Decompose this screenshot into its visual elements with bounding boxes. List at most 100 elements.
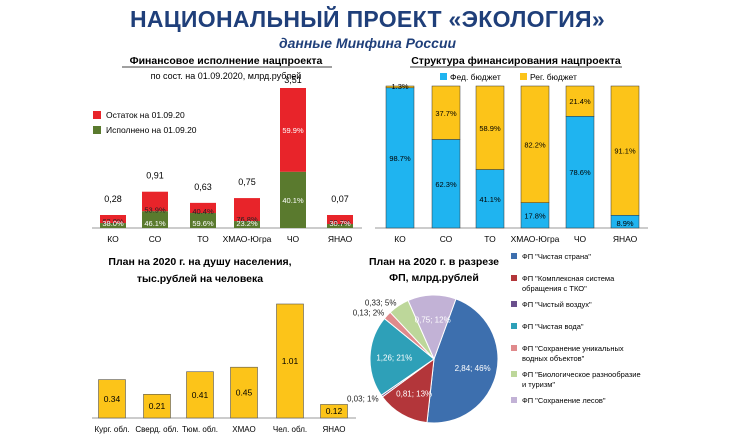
chart1-remainder-label: 53.9% xyxy=(144,205,166,214)
chart2-legend-swatch xyxy=(520,73,527,80)
chart1-bar-executed xyxy=(280,171,306,228)
chart4-slice xyxy=(369,317,435,396)
chart2-bar-regional xyxy=(565,85,595,117)
chart4-legend-label: ФП "Чистая вода" xyxy=(522,322,584,331)
chart2-federal-label: 17.8% xyxy=(524,211,546,220)
chart4-legend-swatch xyxy=(511,275,517,281)
chart1-executed-label: 46.1% xyxy=(144,219,166,228)
chart2-bar-regional xyxy=(431,85,461,140)
chart1-category-label: ТО xyxy=(197,234,209,244)
chart1-remainder-label: 59.9% xyxy=(282,126,304,135)
chart3-bar xyxy=(276,303,304,419)
chart1-subtitle: по сост. на 01.09.2020, млрд.рублей xyxy=(151,71,302,81)
chart1-category-label: ЧО xyxy=(287,234,300,244)
chart4-slice-label: 0,81; 13% xyxy=(396,389,432,398)
chart1-category-label: СО xyxy=(149,234,162,244)
chart2-title: Структура финансирования нацпроекта xyxy=(411,55,621,67)
chart4-legend-swatch xyxy=(511,301,517,307)
chart2-category-label: ЧО xyxy=(574,234,587,244)
chart2-regional-label: 82.2% xyxy=(524,140,546,149)
chart4-legend-label: водных объектов" xyxy=(522,354,585,363)
chart4-slice-label: 2,84; 46% xyxy=(455,364,491,373)
chart1-remainder-label: 62.0% xyxy=(102,217,124,226)
chart2-legend-label: Фед. бюджет xyxy=(450,72,501,82)
chart1-total-label: 0,75 xyxy=(238,177,256,187)
chart4-legend-label: ФП "Биологическое разнообразие xyxy=(522,370,641,379)
chart4-slice xyxy=(407,294,457,361)
chart1-bar-executed xyxy=(234,221,260,228)
chart4-slice-label: 0,03; 1% xyxy=(347,394,379,403)
chart3-title-line: тыс.рублей на человека xyxy=(137,273,263,285)
chart4-slice-label: 0,33; 5% xyxy=(365,298,397,307)
chart3-title-line: План на 2020 г. на душу населения, xyxy=(108,256,291,268)
chart1-executed-label: 40.1% xyxy=(282,196,304,205)
chart1-bar-remainder xyxy=(190,202,216,214)
chart2-bar-federal xyxy=(431,139,461,229)
chart2-bar-federal xyxy=(475,169,505,229)
chart1-remainder-label: 40.4% xyxy=(192,207,214,216)
chart1-bar-executed xyxy=(100,223,126,228)
chart1-executed-label: 30.7% xyxy=(329,219,351,228)
chart1-category-label: ХМАО-Югра xyxy=(223,234,272,244)
chart2-bar-regional xyxy=(610,85,640,216)
chart2-federal-label: 62.3% xyxy=(435,180,457,189)
chart1-remainder-label: 69.3% xyxy=(329,218,351,227)
chart2-legend-swatch xyxy=(440,73,447,80)
chart2-bar-regional xyxy=(520,85,550,203)
chart4-legend-swatch xyxy=(511,397,517,403)
chart1-bar-remainder xyxy=(234,198,260,222)
chart1-legend-swatch xyxy=(93,111,101,119)
chart2-federal-label: 98.7% xyxy=(389,154,411,163)
chart2-regional-label: 58.9% xyxy=(479,124,501,133)
chart3-category-label: ЯНАО xyxy=(323,425,346,434)
chart1-legend-label: Остаток на 01.09.20 xyxy=(106,110,185,120)
chart2-category-label: СО xyxy=(440,234,453,244)
chart2-category-label: ЯНАО xyxy=(613,234,638,244)
chart1-total-label: 0,07 xyxy=(331,194,349,204)
chart3-bar xyxy=(186,371,214,419)
chart3-value-label: 0.21 xyxy=(149,401,166,411)
chart4-slice-label: 0,13; 2% xyxy=(353,309,385,318)
chart4-slice-label: 0,75; 12% xyxy=(415,315,451,324)
chart3-category-label: ХМАО xyxy=(232,425,255,434)
chart1-executed-label: 59.6% xyxy=(192,219,214,228)
chart4-legend-label: и туризм" xyxy=(522,380,555,389)
chart1-legend-swatch xyxy=(93,126,101,134)
chart4-legend-label: ФП "Сохранение уникальных xyxy=(522,344,624,353)
chart4-legend-label: обращения с ТКО" xyxy=(522,284,587,293)
page-title: НАЦИОНАЛЬНЫЙ ПРОЕКТ «ЭКОЛОГИЯ» xyxy=(130,6,605,32)
chart3-category-label: Сверд. обл. xyxy=(135,425,178,434)
chart4-title-line: ФП, млрд.рублей xyxy=(389,272,479,284)
chart1-bar-executed xyxy=(190,213,216,228)
chart2-federal-label: 78.6% xyxy=(569,168,591,177)
chart1-title: Финансовое исполнение нацпроекта xyxy=(130,55,323,67)
chart1-total-label: 0,63 xyxy=(194,182,212,192)
chart4-legend-label: ФП "Чистый воздух" xyxy=(522,300,592,309)
chart4-legend-swatch xyxy=(511,323,517,329)
chart1-total-label: 0,28 xyxy=(104,194,122,204)
chart4-legend-label: ФП "Сохранение лесов" xyxy=(522,396,606,405)
chart3-bar xyxy=(230,366,258,419)
chart3-value-label: 0.34 xyxy=(104,394,121,404)
chart3-value-label: 0.45 xyxy=(236,388,253,398)
chart2-regional-label: 91.1% xyxy=(614,147,636,156)
chart4-legend-swatch xyxy=(511,253,517,259)
chart2-federal-label: 41.1% xyxy=(479,195,501,204)
chart1-total-label: 3,51 xyxy=(284,75,302,85)
chart2-regional-label: 21.4% xyxy=(569,97,591,106)
chart2-regional-label: 1.3% xyxy=(391,82,408,91)
chart4-title-line: План на 2020 г. в разрезе xyxy=(369,256,499,268)
chart1-category-label: КО xyxy=(107,234,119,244)
chart3-category-label: Кург. обл. xyxy=(95,425,130,434)
chart4-legend-label: ФП "Комплексная система xyxy=(522,274,615,283)
chart3-bar xyxy=(98,379,126,419)
chart2-bar-federal xyxy=(385,87,415,229)
chart3-category-label: Тюм. обл. xyxy=(182,425,218,434)
chart2-bar-federal xyxy=(565,116,595,229)
chart2-category-label: ТО xyxy=(484,234,496,244)
chart4-slice-label: 1,26; 21% xyxy=(376,353,412,362)
chart1-bar-executed xyxy=(327,224,353,228)
chart1-bar-executed xyxy=(142,211,168,228)
chart3-category-label: Чел. обл. xyxy=(273,425,307,434)
